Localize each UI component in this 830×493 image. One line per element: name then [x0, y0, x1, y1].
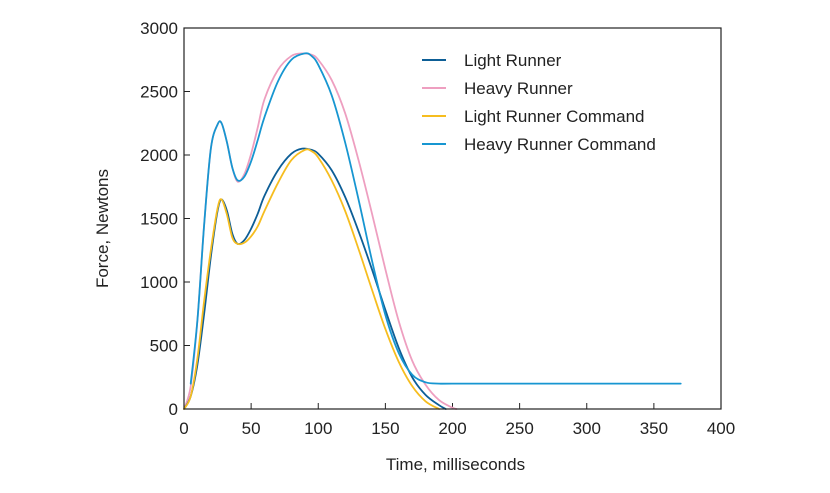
- legend: Light Runner Heavy Runner Light Runner Com…: [422, 51, 656, 154]
- x-tick-label: 400: [707, 419, 735, 438]
- x-tick-label: 250: [505, 419, 533, 438]
- y-tick-label: 1500: [140, 210, 178, 229]
- series-line-heavy-runner-command: [189, 52, 682, 385]
- x-tick-label: 300: [573, 419, 601, 438]
- y-tick-label: 1000: [140, 273, 178, 292]
- y-axis-title: Force, Newtons: [93, 169, 112, 288]
- y-tick-label: 3000: [140, 19, 178, 38]
- x-tick-label: 150: [371, 419, 399, 438]
- series-line-light-runner-command: [183, 148, 440, 410]
- y-axis-ticks: 0 500 1000 1500 2000 2500 3000: [140, 19, 190, 419]
- legend-label: Light Runner: [464, 51, 562, 70]
- x-tick-label: 200: [438, 419, 466, 438]
- legend-label: Heavy Runner: [464, 79, 573, 98]
- x-axis-title: Time, milliseconds: [386, 455, 525, 474]
- legend-label: Light Runner Command: [464, 107, 644, 126]
- x-tick-label: 50: [242, 419, 261, 438]
- series-layer: [183, 52, 682, 410]
- y-tick-label: 2500: [140, 83, 178, 102]
- series-line-light-runner: [183, 147, 447, 410]
- plot-frame: [183, 27, 722, 410]
- x-tick-label: 0: [179, 419, 188, 438]
- x-tick-label: 100: [304, 419, 332, 438]
- legend-label: Heavy Runner Command: [464, 135, 656, 154]
- y-tick-label: 0: [169, 400, 178, 419]
- x-axis-ticks: 0 50 100 150 200 250 300 350 400: [179, 403, 735, 438]
- y-tick-label: 500: [150, 337, 178, 356]
- y-tick-label: 2000: [140, 146, 178, 165]
- x-tick-label: 350: [640, 419, 668, 438]
- series-line-heavy-runner: [183, 52, 458, 410]
